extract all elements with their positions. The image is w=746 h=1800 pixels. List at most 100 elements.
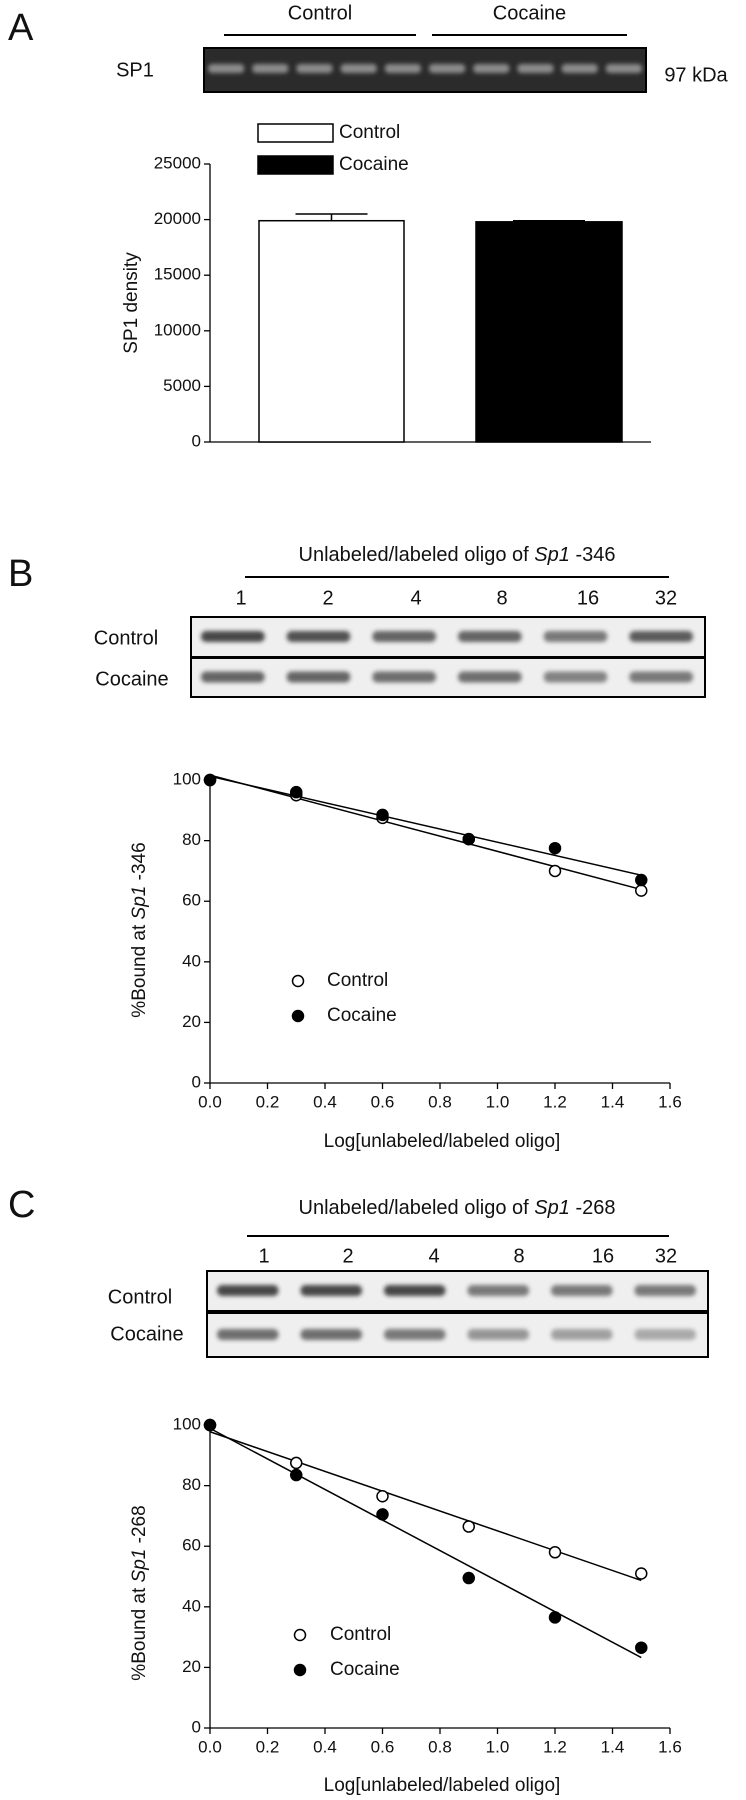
y-tick-label: 0 xyxy=(192,1717,201,1736)
legend-label: Control xyxy=(327,970,388,991)
point xyxy=(203,1418,217,1432)
blot-band xyxy=(429,64,466,73)
x-tick-label: 1.6 xyxy=(658,1737,682,1756)
x-tick-label: 1.4 xyxy=(601,1737,625,1756)
point xyxy=(203,773,217,787)
blot-band xyxy=(300,1329,362,1340)
blot-row xyxy=(190,657,706,698)
blot-title-site: -268 xyxy=(575,1197,615,1219)
lane-label: 4 xyxy=(410,587,421,609)
blot-row-label: Control xyxy=(108,1286,172,1308)
blot-band xyxy=(517,64,554,73)
x-tick-label: 0.8 xyxy=(428,1737,452,1756)
fit-line xyxy=(209,1431,642,1582)
blot-band xyxy=(467,1285,529,1296)
blot-band xyxy=(286,671,351,683)
panel-letter: B xyxy=(8,553,33,595)
point xyxy=(635,1641,648,1654)
blot-group-label: Cocaine xyxy=(493,2,566,24)
x-tick-label: 0.6 xyxy=(371,1737,395,1756)
y-tick-label: 100 xyxy=(173,770,201,789)
point xyxy=(548,1611,562,1624)
legend-marker xyxy=(291,974,305,988)
y-axis-label-text: %Bound at xyxy=(129,1587,150,1681)
blot-band xyxy=(340,64,377,73)
legend-marker xyxy=(293,1663,307,1677)
blot-band xyxy=(473,64,510,73)
point xyxy=(462,832,475,846)
blot-protein: SP1 xyxy=(116,59,154,81)
blot-band xyxy=(543,671,608,683)
point xyxy=(376,808,389,822)
blot-group-label: Control xyxy=(288,2,352,24)
lane-label: 1 xyxy=(258,1245,269,1267)
blot-title: Unlabeled/labeled oligo of Sp1 -346 xyxy=(299,544,616,566)
y-tick-label: 15000 xyxy=(154,265,201,284)
legend-label: Cocaine xyxy=(339,154,409,175)
lane-label: 1 xyxy=(235,587,246,609)
x-axis-label: Log[unlabeled/labeled oligo] xyxy=(324,1131,561,1152)
x-tick-label: 1.4 xyxy=(601,1092,625,1111)
panel-letter: C xyxy=(8,1184,35,1226)
x-tick-label: 1.2 xyxy=(543,1092,567,1111)
lane-label: 32 xyxy=(655,1245,677,1267)
y-axis-label: %Bound at Sp1 -346 xyxy=(129,842,150,1017)
legend-label: Control xyxy=(339,122,400,143)
legend-label: Cocaine xyxy=(330,1659,400,1680)
y-axis-label-gene: Sp1 xyxy=(129,886,150,920)
lane-label: 2 xyxy=(342,1245,353,1267)
y-tick-label: 20000 xyxy=(154,209,201,228)
x-axis-label: Log[unlabeled/labeled oligo] xyxy=(324,1775,561,1796)
point xyxy=(635,1567,648,1580)
blot-band xyxy=(629,631,693,642)
blot-band xyxy=(201,671,265,683)
x-tick-label: 0.2 xyxy=(256,1737,280,1756)
x-tick-label: 0.2 xyxy=(256,1092,280,1111)
point xyxy=(462,1571,475,1585)
point xyxy=(635,873,648,887)
x-tick-label: 0.4 xyxy=(313,1092,337,1111)
y-tick-label: 80 xyxy=(182,1475,201,1494)
blot-band xyxy=(561,64,598,73)
blot-band xyxy=(286,631,351,642)
x-tick-label: 1.6 xyxy=(658,1092,682,1111)
blot-band xyxy=(467,1329,529,1340)
point xyxy=(290,1468,303,1482)
y-tick-label: 5000 xyxy=(163,376,201,395)
y-axis-label-site: -268 xyxy=(129,1505,150,1543)
blot-band xyxy=(372,671,436,683)
x-tick-label: 1.0 xyxy=(486,1092,510,1111)
blot-band xyxy=(551,1329,613,1340)
blot-band xyxy=(384,64,421,73)
lane-label: 32 xyxy=(655,587,677,609)
legend-swatch xyxy=(257,123,334,143)
blot-band xyxy=(605,64,642,73)
blot-band xyxy=(629,671,693,683)
blot-title-gene: Sp1 xyxy=(534,544,570,566)
y-axis-label: SP1 density xyxy=(121,252,142,354)
x-tick-label: 0.0 xyxy=(198,1092,222,1111)
legend-label: Control xyxy=(330,1624,391,1645)
blot-band xyxy=(551,1285,613,1296)
blot-band xyxy=(634,1285,696,1296)
lane-label: 8 xyxy=(496,587,507,609)
bar xyxy=(258,219,405,443)
x-tick-label: 0.0 xyxy=(198,1737,222,1756)
blot-title-text: Unlabeled/labeled oligo of xyxy=(299,1197,530,1219)
blot-band xyxy=(384,1285,446,1296)
blot-band xyxy=(208,64,245,73)
legend-label: Cocaine xyxy=(327,1005,397,1026)
lane-label: 2 xyxy=(322,587,333,609)
blot-band xyxy=(458,671,522,683)
point xyxy=(376,1508,389,1521)
point xyxy=(290,1456,303,1470)
bar xyxy=(475,221,623,443)
x-tick-label: 1.2 xyxy=(543,1737,567,1756)
y-tick-label: 0 xyxy=(192,431,201,450)
blot-band xyxy=(252,64,289,73)
x-tick-label: 1.0 xyxy=(486,1737,510,1756)
legend-swatch xyxy=(257,155,334,175)
lane-label: 4 xyxy=(428,1245,439,1267)
